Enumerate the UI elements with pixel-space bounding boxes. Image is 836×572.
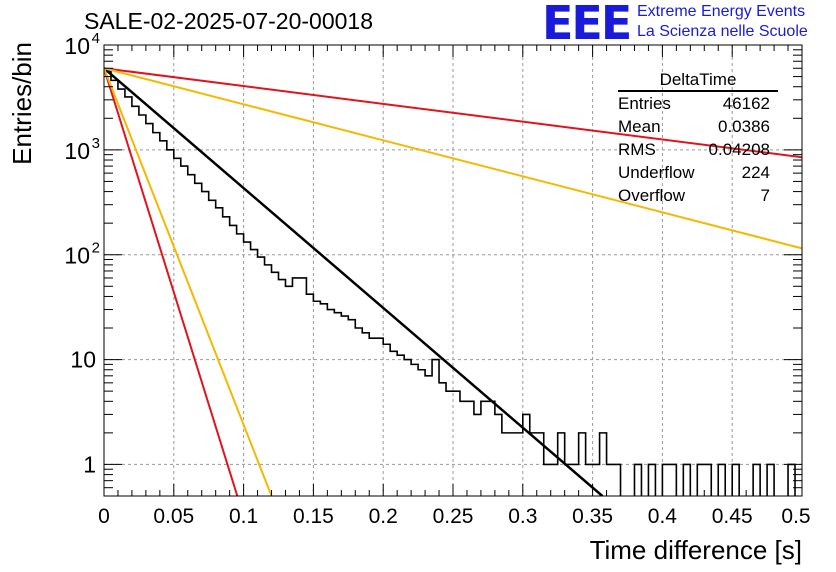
stats-box: DeltaTime Entries 46162 Mean 0.0386 RMS …	[612, 70, 778, 207]
stats-row-rms: RMS 0.04208	[612, 138, 778, 161]
y-tick-exponent: 2	[92, 240, 100, 257]
x-tick-label: 0.3	[508, 505, 537, 528]
x-tick-label: 0	[98, 505, 110, 528]
stats-label: Overflow	[618, 186, 686, 205]
stats-value: 224	[741, 163, 770, 182]
fit-line-1	[104, 67, 802, 159]
y-tick-label: 10	[64, 243, 90, 269]
logo-text-line2: La Scienza nelle Scuole	[637, 23, 808, 40]
logo-text-line1: Extreme Energy Events	[637, 3, 806, 20]
fit-line-0	[104, 67, 604, 496]
y-tick-exponent: 4	[92, 30, 100, 47]
x-tick-label: 0.2	[369, 505, 398, 528]
stats-title: DeltaTime	[618, 70, 778, 92]
eee-logo: EEE	[542, 0, 632, 50]
stats-row-entries: Entries 46162	[612, 92, 778, 115]
stats-value: 0.0386	[718, 117, 770, 136]
y-tick-exponent: 3	[92, 135, 100, 152]
y-axis-label: Entries/bin	[7, 42, 37, 165]
y-tick-label: 1	[83, 451, 96, 477]
stats-label: Mean	[618, 117, 661, 136]
x-tick-label: 0.25	[433, 505, 474, 528]
fit-lines	[104, 67, 802, 496]
fit-line-2	[104, 67, 802, 250]
x-tick-label: 0.1	[229, 505, 258, 528]
stats-row-overflow: Overflow 7	[612, 184, 778, 207]
axis-ticks	[103, 44, 803, 497]
stats-row-underflow: Underflow 224	[612, 161, 778, 184]
fit-line-3	[104, 67, 239, 496]
stats-row-mean: Mean 0.0386	[612, 115, 778, 138]
stats-value: 0.04208	[708, 140, 770, 159]
histogram	[104, 70, 796, 496]
stats-value: 46162	[722, 94, 770, 113]
y-tick-label: 10	[64, 138, 90, 164]
x-tick-label: 0.5	[781, 505, 810, 528]
x-tick-labels: 0 0.05 0.1 0.15 0.2 0.25 0.3 0.35 0.4 0.45 0.5	[98, 505, 810, 528]
x-tick-label: 0.35	[572, 505, 613, 528]
stats-label: Underflow	[618, 163, 695, 182]
x-tick-label: 0.45	[712, 505, 753, 528]
histogram-steps	[104, 70, 796, 496]
x-tick-label: 0.05	[153, 505, 194, 528]
x-axis-label: Time difference [s]	[590, 535, 802, 565]
stats-value: 7	[760, 186, 770, 205]
stats-label: Entries	[618, 94, 671, 113]
y-tick-label: 10	[70, 347, 96, 373]
x-tick-label: 0.4	[648, 505, 678, 528]
stats-label: RMS	[618, 140, 656, 159]
y-tick-label: 10	[64, 33, 90, 59]
fit-line-4	[104, 67, 273, 496]
x-tick-label: 0.15	[293, 505, 334, 528]
chart-title: SALE-02-2025-07-20-00018	[84, 8, 373, 34]
